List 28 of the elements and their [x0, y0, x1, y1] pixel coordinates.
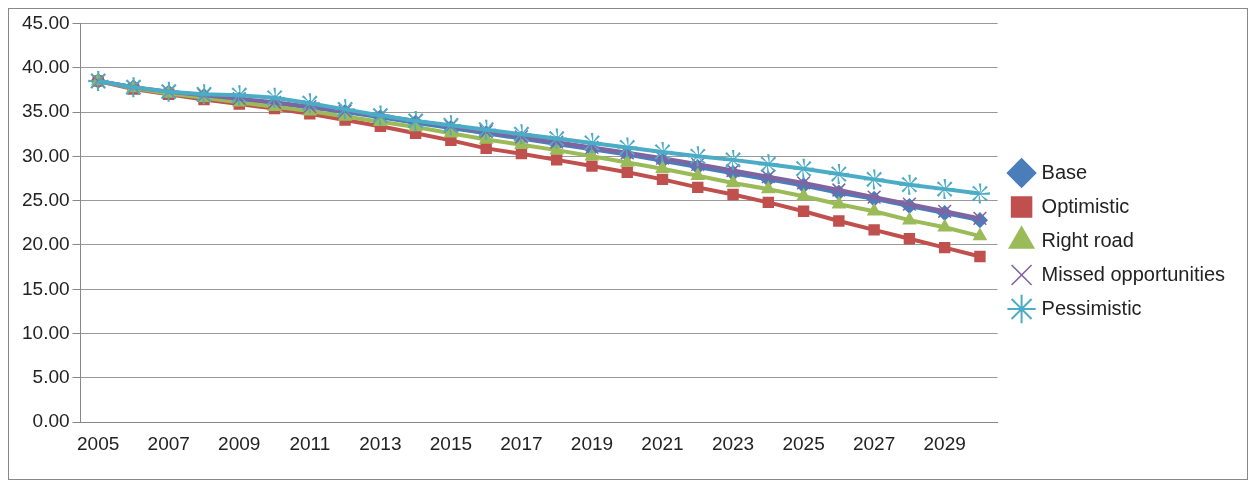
- x-tick-label: 2015: [429, 432, 473, 454]
- x-tick-label: 2005: [77, 432, 120, 454]
- legend-label: Right road: [1041, 228, 1134, 251]
- y-tick-label: 20.00: [22, 233, 70, 255]
- y-tick-label: 10.00: [22, 321, 70, 343]
- x-tick-label: 2013: [359, 432, 402, 454]
- legend-label: Missed opportunities: [1041, 262, 1226, 285]
- x-tick-label: 2011: [289, 432, 331, 454]
- x-tick-label: 2023: [711, 432, 755, 454]
- legend-label: Base: [1041, 160, 1088, 183]
- x-tick-label: 2007: [147, 432, 190, 454]
- x-tick-label: 2019: [570, 432, 614, 454]
- y-tick-label: 25.00: [22, 188, 70, 210]
- y-tick-label: 45.00: [22, 11, 70, 33]
- legend-label: Pessimistic: [1041, 296, 1142, 319]
- x-tick-label: 2025: [782, 432, 825, 454]
- y-tick-label: 35.00: [22, 100, 70, 122]
- x-tick-label: 2027: [852, 432, 896, 454]
- x-tick-label: 2017: [500, 432, 543, 454]
- y-tick-label: 30.00: [22, 144, 70, 166]
- y-tick-label: 15.00: [22, 277, 70, 299]
- y-tick-label: 40.00: [22, 55, 70, 77]
- legend-label: Optimistic: [1041, 194, 1130, 217]
- x-tick-label: 2029: [923, 432, 966, 454]
- x-tick-label: 2021: [641, 432, 684, 454]
- x-tick-label: 2009: [218, 432, 261, 454]
- y-tick-label: 0.00: [32, 410, 70, 432]
- y-tick-label: 5.00: [32, 366, 70, 388]
